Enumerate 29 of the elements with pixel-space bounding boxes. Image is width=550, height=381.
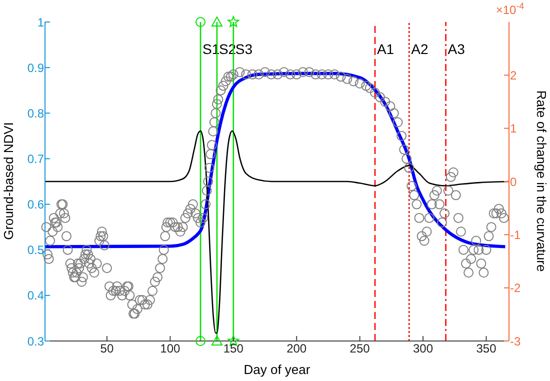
x-tick-label: 50 bbox=[100, 342, 114, 356]
y2-tick-label: -2 bbox=[510, 281, 521, 296]
y2-axis-title: Rate of change in the curvature bbox=[534, 90, 549, 272]
x-tick-label: 150 bbox=[223, 342, 244, 356]
ref-line-label: A2 bbox=[411, 41, 428, 57]
ref-line-label: A3 bbox=[448, 41, 466, 57]
y-tick-label: 0.8 bbox=[27, 106, 44, 120]
y-axis-title: Ground-based NDVI bbox=[1, 122, 16, 240]
y-tick-label: 0.9 bbox=[27, 60, 44, 75]
y-tick-label: 1 bbox=[37, 15, 44, 30]
x-tick-label: 300 bbox=[413, 342, 434, 356]
y-tick-label: 0.4 bbox=[27, 288, 44, 303]
x-tick-label: 200 bbox=[286, 342, 307, 356]
y2-tick-label: -3 bbox=[510, 334, 521, 348]
x-axis-title: Day of year bbox=[244, 362, 311, 377]
y-tick-label: 0.5 bbox=[27, 243, 44, 258]
y-tick-label: 0.3 bbox=[27, 334, 44, 348]
y2-tick-label: 2 bbox=[510, 68, 517, 82]
y-tick-label: 0.6 bbox=[27, 198, 44, 212]
y-tick-label: 0.7 bbox=[27, 152, 44, 166]
ref-line-label: S3 bbox=[235, 41, 253, 57]
x-tick-label: 250 bbox=[350, 342, 370, 356]
ref-line-label: A1 bbox=[376, 41, 394, 57]
x-tick-label: 350 bbox=[476, 342, 497, 356]
y2-tick-label: 0 bbox=[510, 174, 517, 189]
y2-tick-label: -1 bbox=[510, 228, 521, 242]
x-tick-label: 100 bbox=[160, 342, 180, 356]
y2-tick-label: 1 bbox=[510, 122, 517, 136]
text: ×10$^{-4}$ bbox=[496, 1, 524, 17]
